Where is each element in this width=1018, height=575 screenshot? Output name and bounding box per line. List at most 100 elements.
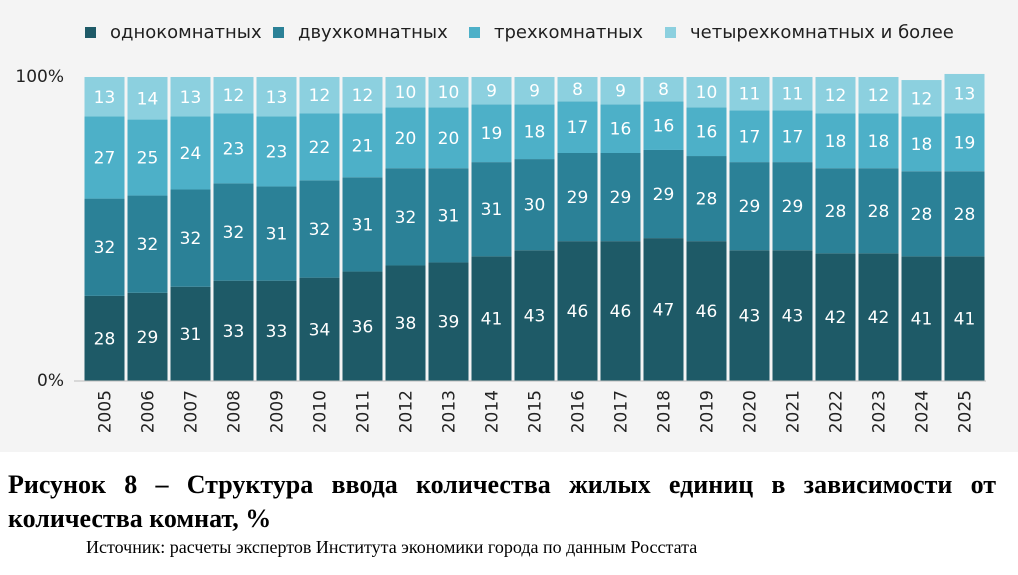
data-label-2023-s1: 42: [868, 308, 890, 328]
data-label-2019-s2: 28: [696, 190, 718, 210]
bar-segment-2009-s1: [256, 280, 297, 381]
x-tick-label-2005: 2005: [96, 390, 116, 433]
data-label-2022-s3: 18: [825, 132, 847, 152]
data-label-2015-s1: 43: [524, 307, 546, 327]
bar-segment-2005-s3: [84, 116, 125, 199]
data-label-2015-s4: 9: [529, 82, 540, 102]
legend-swatch-1room: [85, 27, 96, 38]
bar-segment-2020-s1: [729, 250, 770, 381]
bar-segment-2012-s4: [385, 77, 426, 108]
bar-segment-2023-s4: [858, 77, 899, 114]
bar-segment-2017-s4: [600, 77, 641, 105]
x-tick-label-2010: 2010: [311, 390, 331, 433]
bar-segment-2012-s3: [385, 107, 426, 169]
data-label-2020-s2: 29: [739, 197, 761, 217]
data-label-2011-s2: 31: [352, 215, 374, 235]
bar-segment-2017-s2: [600, 153, 641, 242]
figure-source: Источник: расчеты экспертов Института эк…: [86, 537, 698, 557]
data-label-2021-s2: 29: [782, 197, 804, 217]
legend: однокомнатных двухкомнатных трехкомнатны…: [0, 22, 1018, 48]
data-label-2024-s2: 28: [911, 205, 933, 225]
bar-segment-2012-s1: [385, 265, 426, 381]
x-tick-label-2020: 2020: [741, 390, 761, 433]
data-label-2015-s2: 30: [524, 196, 546, 216]
data-label-2008-s3: 23: [223, 139, 245, 159]
data-label-2022-s2: 28: [825, 202, 847, 222]
data-label-2014-s2: 31: [481, 200, 503, 220]
bar-segment-2013-s2: [428, 168, 469, 263]
legend-label-3room: трехкомнатных: [494, 22, 644, 43]
bar-segment-2018-s3: [643, 101, 684, 150]
bar-segment-2010-s4: [299, 77, 340, 114]
bar-segment-2006-s3: [127, 119, 168, 196]
bar-segment-2021-s1: [772, 250, 813, 381]
data-label-2013-s2: 31: [438, 206, 460, 226]
x-tick-label-2007: 2007: [182, 390, 202, 433]
data-label-2020-s3: 17: [739, 127, 761, 147]
x-tick-label-2006: 2006: [139, 390, 159, 433]
data-label-2024-s3: 18: [911, 135, 933, 155]
data-label-2010-s1: 34: [309, 320, 331, 340]
bar-segment-2018-s2: [643, 149, 684, 239]
data-label-2017-s1: 46: [610, 302, 632, 322]
data-label-2005-s1: 28: [94, 329, 116, 349]
data-label-2012-s2: 32: [395, 208, 417, 228]
data-label-2010-s3: 22: [309, 138, 331, 158]
data-label-2025-s3: 19: [954, 133, 976, 153]
legend-item-2room: двухкомнатных: [273, 22, 448, 43]
bar-segment-2011-s2: [342, 177, 383, 272]
bar-segment-2005-s2: [84, 198, 125, 296]
data-label-2019-s3: 16: [696, 123, 718, 143]
data-label-2009-s2: 31: [266, 225, 288, 245]
data-label-2008-s4: 12: [223, 86, 245, 106]
bar-segment-2015-s4: [514, 77, 555, 105]
data-label-2014-s1: 41: [481, 310, 503, 330]
data-label-2005-s2: 32: [94, 238, 116, 258]
bar-segment-2015-s2: [514, 159, 555, 251]
legend-item-1room: однокомнатных: [85, 22, 262, 43]
data-label-2022-s1: 42: [825, 308, 847, 328]
bar-segment-2007-s1: [170, 286, 211, 381]
bar-segment-2020-s2: [729, 162, 770, 251]
x-tick-label-2011: 2011: [354, 390, 374, 433]
data-label-2011-s3: 21: [352, 136, 374, 156]
bar-segment-2022-s2: [815, 168, 856, 254]
legend-swatch-3room: [469, 27, 480, 38]
y-tick-label-100: 100%: [15, 67, 64, 87]
bar-segment-2024-s2: [901, 171, 942, 257]
bar-segment-2006-s2: [127, 195, 168, 293]
bar-segment-2014-s4: [471, 77, 512, 105]
data-label-2007-s3: 24: [180, 144, 202, 164]
x-tick-label-2022: 2022: [827, 390, 847, 433]
data-label-2019-s1: 46: [696, 302, 718, 322]
y-tick-label-0: 0%: [37, 371, 64, 391]
data-label-2005-s3: 27: [94, 149, 116, 169]
bar-segment-2007-s3: [170, 116, 211, 190]
legend-swatch-4room: [665, 27, 676, 38]
bar-segment-2023-s3: [858, 113, 899, 169]
data-label-2021-s4: 11: [782, 85, 804, 105]
data-label-2019-s4: 10: [696, 83, 718, 103]
bar-segment-2011-s4: [342, 77, 383, 114]
bar-segment-2008-s3: [213, 113, 254, 184]
bar-segment-2018-s1: [643, 238, 684, 381]
data-label-2015-s3: 18: [524, 123, 546, 143]
bar-segment-2010-s2: [299, 180, 340, 278]
bar-segment-2016-s4: [557, 77, 598, 102]
data-label-2012-s3: 20: [395, 129, 417, 149]
bar-segment-2011-s1: [342, 271, 383, 381]
data-label-2024-s4: 12: [911, 89, 933, 109]
legend-item-4room: четырехкомнатных и более: [665, 22, 954, 43]
bar-segment-2010-s1: [299, 277, 340, 381]
x-tick-label-2013: 2013: [440, 390, 460, 433]
bar-segment-2021-s3: [772, 110, 813, 163]
legend-label-4room: четырехкомнатных и более: [690, 22, 954, 43]
bar-segment-2011-s3: [342, 113, 383, 178]
bar-segment-2019-s2: [686, 156, 727, 242]
bar-segment-2022-s4: [815, 77, 856, 114]
data-label-2011-s1: 36: [352, 317, 374, 337]
plot-area: 28 32 27 13 2005 29 32 25 14 2006 31 32 24 13 2007 33 32…: [74, 73, 986, 433]
bar-segment-2007-s2: [170, 189, 211, 287]
data-label-2014-s3: 19: [481, 124, 503, 144]
data-label-2023-s3: 18: [868, 132, 890, 152]
